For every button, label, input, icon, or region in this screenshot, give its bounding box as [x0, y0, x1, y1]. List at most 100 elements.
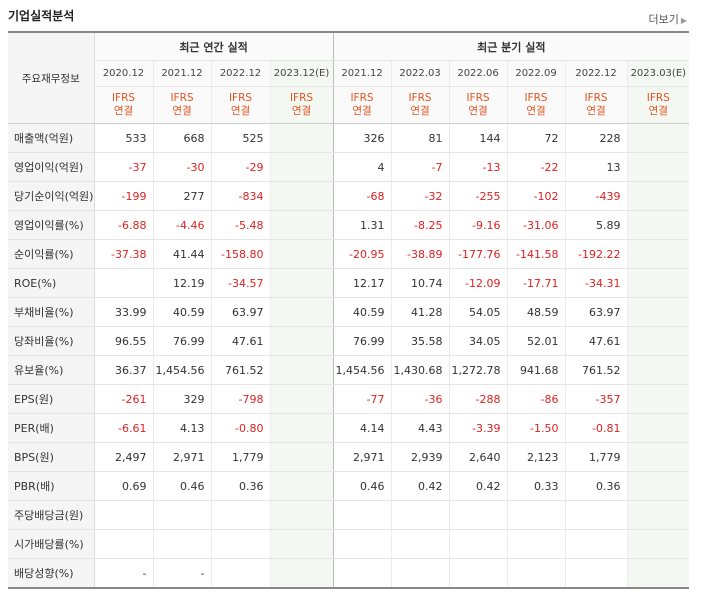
- row-label: 유보율(%): [8, 355, 95, 385]
- value-cell: 533: [93, 123, 153, 153]
- row-label: PBR(배): [8, 471, 95, 501]
- value-cell: 2,640: [448, 442, 508, 472]
- corner-label: 주요재무정보: [8, 31, 95, 124]
- row-label: BPS(원): [8, 442, 95, 472]
- basis-header: IFRS 연결: [152, 86, 211, 124]
- basis-header: IFRS 연결: [269, 86, 334, 124]
- basis-scope: 연결: [468, 105, 488, 117]
- value-cell: 1.31: [332, 210, 392, 240]
- value-cell: 668: [152, 123, 211, 153]
- table-row: EPS(원) -261 329 -798 -77 -36 -288 -86 -357: [8, 384, 690, 414]
- value-cell: 1,779: [210, 442, 270, 472]
- basis-scope: 연결: [352, 105, 372, 117]
- table-row: 유보율(%) 36.37 1,454.56 761.52 1,454.56 1,430.6…: [8, 355, 690, 385]
- table-row: 당기순이익(억원) -199 277 -834 -68 -32 -255 -102 -439: [8, 181, 690, 211]
- value-cell: [269, 558, 334, 589]
- value-cell: [269, 297, 334, 327]
- value-cell: [626, 181, 690, 211]
- value-cell: [626, 500, 690, 530]
- value-cell: [93, 529, 153, 559]
- value-cell: 761.52: [210, 355, 270, 385]
- value-cell: [626, 326, 690, 356]
- value-cell: [506, 529, 566, 559]
- value-cell: [626, 152, 690, 182]
- value-cell: 4.43: [390, 413, 450, 443]
- period-header: 2021.12: [332, 60, 392, 87]
- row-label: 당기순이익(억원): [8, 181, 95, 211]
- value-cell: [626, 558, 690, 589]
- value-cell: 941.68: [506, 355, 566, 385]
- value-cell: 277: [152, 181, 211, 211]
- period-header: 2022.12: [564, 60, 628, 87]
- value-cell: -7: [390, 152, 450, 182]
- period-header: 2023.12(E): [269, 60, 334, 87]
- value-cell: 33.99: [93, 297, 153, 327]
- value-cell: 54.05: [448, 297, 508, 327]
- value-cell: 0.69: [93, 471, 153, 501]
- row-label: 시가배당률(%): [8, 529, 95, 559]
- value-cell: [269, 181, 334, 211]
- value-cell: -177.76: [448, 239, 508, 269]
- value-cell: 35.58: [390, 326, 450, 356]
- basis-standard: IFRS: [289, 92, 314, 104]
- value-cell: [626, 355, 690, 385]
- value-cell: -798: [210, 384, 270, 414]
- period-header: 2022.06: [448, 60, 508, 87]
- value-cell: 0.46: [152, 471, 211, 501]
- value-cell: 144: [448, 123, 508, 153]
- value-cell: 96.55: [93, 326, 153, 356]
- period-header: 2020.12: [93, 60, 153, 87]
- value-cell: -261: [93, 384, 153, 414]
- value-cell: 4.13: [152, 413, 211, 443]
- more-link[interactable]: 더보기 ▶: [648, 11, 687, 27]
- value-cell: [269, 500, 334, 530]
- value-cell: 40.59: [332, 297, 392, 327]
- basis-scope: 연결: [410, 105, 430, 117]
- value-cell: [93, 268, 153, 298]
- value-cell: [269, 210, 334, 240]
- value-cell: -36: [390, 384, 450, 414]
- basis-standard: IFRS: [350, 92, 374, 104]
- value-cell: 0.42: [390, 471, 450, 501]
- table-row: 매출액(억원) 533 668 525 326 81 144 72 228: [8, 123, 690, 153]
- value-cell: -12.09: [448, 268, 508, 298]
- value-cell: 36.37: [93, 355, 153, 385]
- value-cell: [269, 152, 334, 182]
- basis-standard: IFRS: [524, 92, 548, 104]
- value-cell: -8.25: [390, 210, 450, 240]
- value-cell: 52.01: [506, 326, 566, 356]
- value-cell: 228: [564, 123, 628, 153]
- basis-header: IFRS 연결: [93, 86, 153, 124]
- row-label: 배당성향(%): [8, 558, 95, 589]
- value-cell: 47.61: [210, 326, 270, 356]
- basis-header: IFRS 연결: [448, 86, 508, 124]
- basis-standard: IFRS: [228, 92, 253, 104]
- value-cell: [332, 500, 392, 530]
- value-cell: [626, 210, 690, 240]
- basis-header: IFRS 연결: [564, 86, 628, 124]
- value-cell: 0.33: [506, 471, 566, 501]
- period-header: 2021.12: [152, 60, 211, 87]
- value-cell: [269, 471, 334, 501]
- value-cell: 40.59: [152, 297, 211, 327]
- value-cell: -158.80: [210, 239, 270, 269]
- value-cell: [269, 123, 334, 153]
- value-cell: 10.74: [390, 268, 450, 298]
- value-cell: -38.89: [390, 239, 450, 269]
- basis-scope: 연결: [526, 105, 546, 117]
- basis-scope: 연결: [648, 105, 668, 117]
- table-row: 당좌비율(%) 96.55 76.99 47.61 76.99 35.58 34.05 52.…: [8, 326, 690, 356]
- value-cell: -0.80: [210, 413, 270, 443]
- value-cell: -288: [448, 384, 508, 414]
- value-cell: -37: [93, 152, 153, 182]
- section-title: 기업실적분석: [8, 9, 75, 23]
- table-row: BPS(원) 2,497 2,971 1,779 2,971 2,939 2,640 2,12…: [8, 442, 690, 472]
- value-cell: [269, 268, 334, 298]
- table-header: 주요재무정보 최근 연간 실적 최근 분기 실적 2020.12 2021.12 2…: [8, 31, 690, 124]
- value-cell: [626, 297, 690, 327]
- value-cell: 72: [506, 123, 566, 153]
- value-cell: [564, 500, 628, 530]
- value-cell: [332, 558, 392, 589]
- value-cell: 1,272.78: [448, 355, 508, 385]
- chevron-right-icon: ▶: [680, 16, 687, 25]
